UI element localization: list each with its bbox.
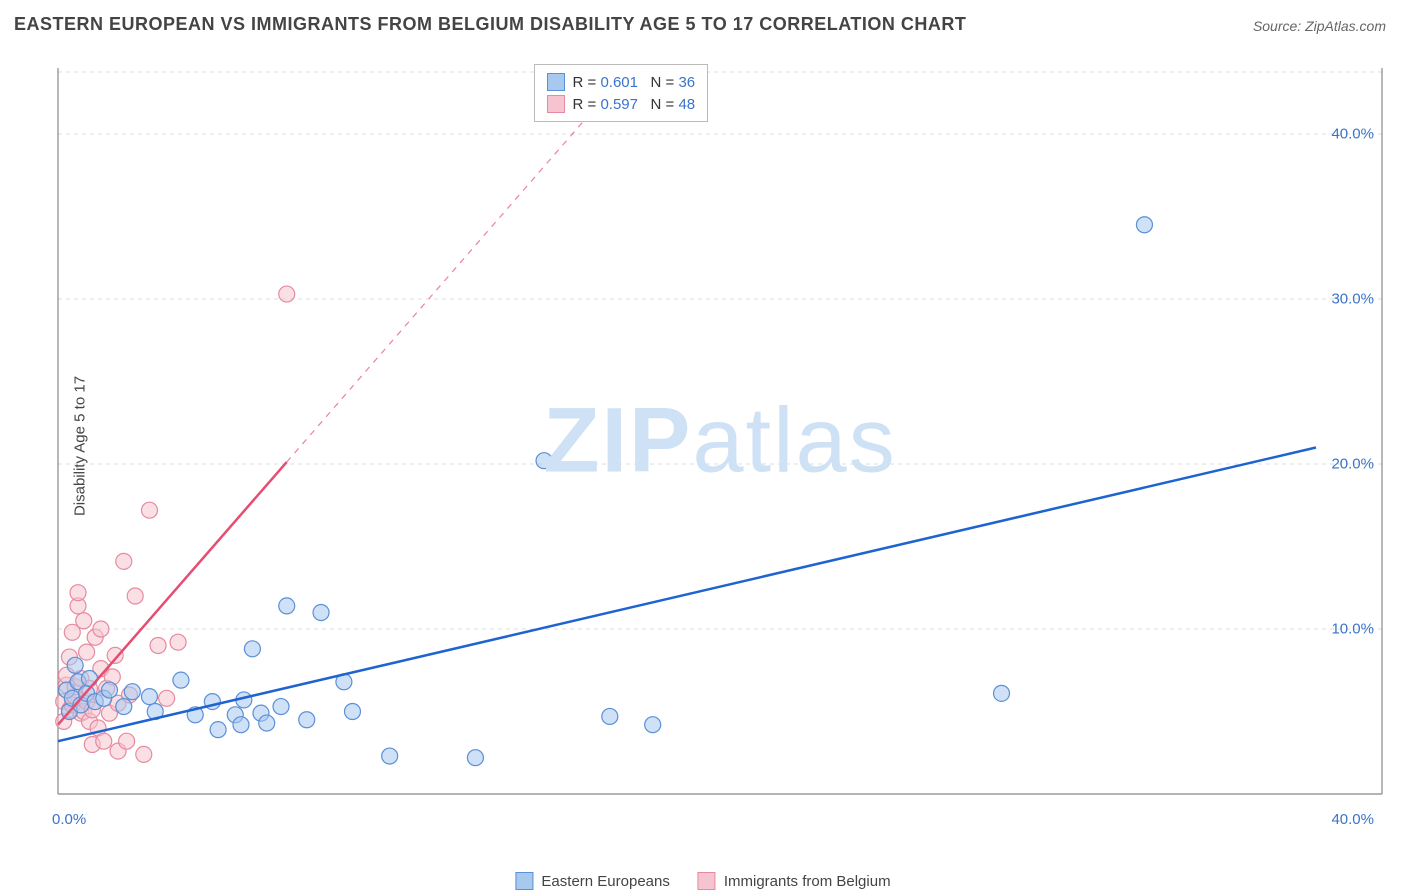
legend-label: Immigrants from Belgium — [724, 873, 891, 890]
y-tick-label: 30.0% — [1331, 291, 1374, 308]
x-tick-label: 40.0% — [1331, 811, 1374, 828]
correlation-legend: R = 0.601 N = 36 R = 0.597 N = 48 — [534, 64, 709, 122]
plot-area: ZIPatlas R = 0.601 N = 36R = 0.597 N = 4… — [54, 60, 1386, 832]
legend-swatch — [547, 95, 565, 113]
chart-container: EASTERN EUROPEAN VS IMMIGRANTS FROM BELG… — [0, 0, 1406, 892]
legend-row: R = 0.597 N = 48 — [547, 93, 696, 115]
legend-label: Eastern Europeans — [541, 873, 669, 890]
legend-swatch — [698, 872, 716, 890]
legend-swatch — [515, 872, 533, 890]
chart-title: EASTERN EUROPEAN VS IMMIGRANTS FROM BELG… — [14, 14, 966, 35]
x-tick-label: 0.0% — [52, 811, 86, 828]
source-attribution: Source: ZipAtlas.com — [1253, 18, 1386, 34]
legend-row: R = 0.601 N = 36 — [547, 71, 696, 93]
y-tick-label: 40.0% — [1331, 126, 1374, 143]
legend-item: Eastern Europeans — [515, 872, 669, 890]
y-tick-label: 10.0% — [1331, 621, 1374, 638]
series-legend: Eastern Europeans Immigrants from Belgium — [515, 872, 890, 890]
legend-stat-text: R = 0.601 N = 36 — [573, 74, 696, 91]
y-tick-label: 20.0% — [1331, 456, 1374, 473]
scatter-plot-svg — [54, 60, 1386, 832]
legend-item: Immigrants from Belgium — [698, 872, 891, 890]
legend-swatch — [547, 73, 565, 91]
legend-stat-text: R = 0.597 N = 48 — [573, 96, 696, 113]
